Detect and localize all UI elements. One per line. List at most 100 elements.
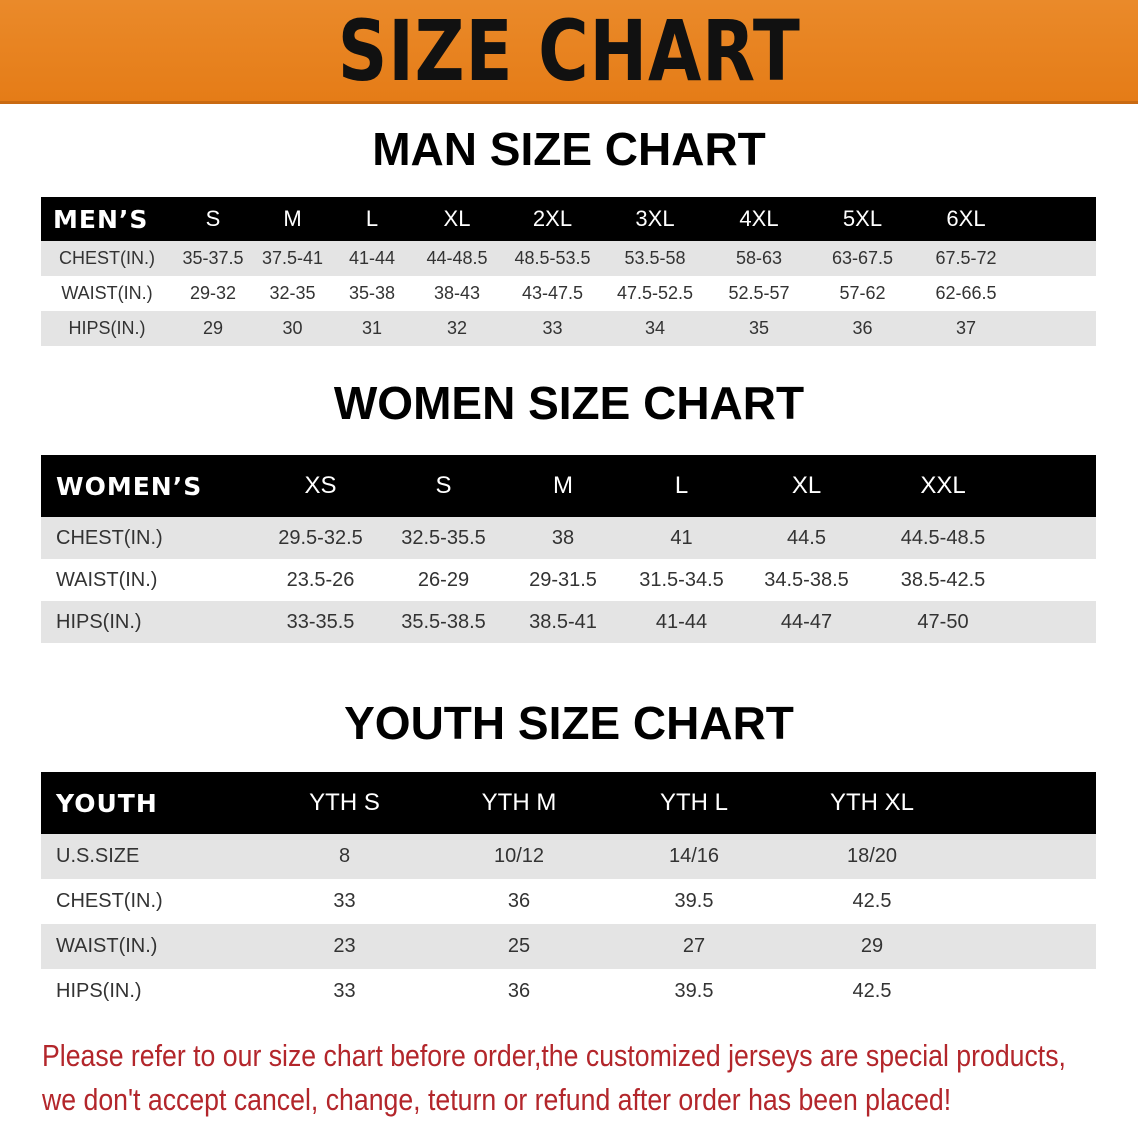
table-cell: 34 <box>644 318 666 338</box>
men-section-title: MAN SIZE CHART <box>372 123 766 175</box>
row-label: YOUTH <box>56 788 158 818</box>
row-label: CHEST(IN.) <box>59 248 155 268</box>
banner-title: SIZE CHART <box>337 1 801 100</box>
table-cell: 41-44 <box>348 248 396 268</box>
table-cell: 62-66.5 <box>935 283 997 303</box>
row-label: CHEST(IN.) <box>56 890 163 912</box>
table-row: CHEST(IN.) 29.5-32.5 32.5-35.5 38 41 44.5 44.5… <box>41 517 1096 559</box>
table-cell: 38.5-41 <box>529 610 597 633</box>
table-cell: 33 <box>333 890 356 912</box>
table-cell: 67.5-72 <box>935 248 997 268</box>
row-label: U.S.SIZE <box>56 845 140 867</box>
table-cell: 8 <box>338 845 351 867</box>
table-cell: 32.5-35.5 <box>401 526 486 549</box>
women-section-title: WOMEN SIZE CHART <box>333 377 805 429</box>
table-row: HIPS(IN.) 29 30 31 32 33 34 35 36 37 <box>41 311 1096 346</box>
row-label: CHEST(IN.) <box>56 526 163 549</box>
table-row: HIPS(IN.) 33 36 39.5 42.5 <box>41 969 1096 1014</box>
table-cell: 41 <box>670 526 693 549</box>
table-cell: 35 <box>748 318 770 338</box>
table-cell: 33 <box>333 980 356 1002</box>
table-cell: 38.5-42.5 <box>900 568 986 591</box>
row-label: HIPS(IN.) <box>68 318 146 338</box>
table-cell: 23.5-26 <box>286 568 355 591</box>
table-cell: 23 <box>333 935 356 957</box>
table-header-row: WOMEN’S XS S M L XL XXL <box>41 455 1096 517</box>
table-cell: 5XL <box>842 206 883 231</box>
table-cell: L <box>365 206 379 231</box>
table-cell: M <box>283 206 302 231</box>
table-cell: XXL <box>920 472 966 499</box>
table-cell: 29-32 <box>189 283 237 303</box>
table-cell: 2XL <box>532 206 573 231</box>
table-row: CHEST(IN.) 33 36 39.5 42.5 <box>41 879 1096 924</box>
table-cell: YTH S <box>309 789 380 816</box>
table-cell: 32 <box>446 318 468 338</box>
row-label: WAIST(IN.) <box>56 935 158 957</box>
notice-line-2: we don't accept cancel, change, teturn o… <box>42 1082 952 1117</box>
table-cell: 29-31.5 <box>529 568 597 591</box>
table-cell: 44.5 <box>787 526 826 549</box>
table-cell: 63-67.5 <box>831 248 894 268</box>
table-cell: XL <box>443 206 471 231</box>
table-cell: 36 <box>507 980 531 1002</box>
youth-size-table: YOUTH YTH S YTH M YTH L YTH XL U.S.SIZE 8 10/12… <box>41 772 1096 1014</box>
men-size-table: MEN’S S M L XL 2XL 3XL 4XL 5XL 6XL CHEST(IN.) 35-37… <box>41 197 1096 346</box>
table-cell: 44-48.5 <box>426 248 488 268</box>
table-cell: 38 <box>551 526 575 549</box>
table-cell: 41-44 <box>655 610 708 633</box>
table-cell: 31 <box>361 318 383 338</box>
table-cell: 33-35.5 <box>286 610 355 633</box>
table-cell: 47.5-52.5 <box>616 283 694 303</box>
row-label: WAIST(IN.) <box>61 283 153 303</box>
table-cell: YTH L <box>659 789 728 816</box>
table-cell: 31.5-34.5 <box>639 568 724 591</box>
table-cell: 39.5 <box>674 980 714 1002</box>
table-row: CHEST(IN.) 35-37.5 37.5-41 41-44 44-48.5 48.5… <box>41 241 1096 276</box>
table-cell: 44-47 <box>780 610 833 633</box>
table-cell: 3XL <box>635 206 675 231</box>
table-cell: 10/12 <box>493 845 545 867</box>
size-chart-banner: SIZE CHART <box>0 0 1138 104</box>
table-cell: S <box>205 206 221 231</box>
row-label: WOMEN’S <box>56 471 203 501</box>
youth-section-title: YOUTH SIZE CHART <box>344 697 794 749</box>
table-cell: 32-35 <box>269 283 316 303</box>
table-header-row: MEN’S S M L XL 2XL 3XL 4XL 5XL 6XL <box>41 197 1096 241</box>
table-cell: 39.5 <box>674 890 714 912</box>
table-cell: 18/20 <box>846 845 898 867</box>
table-cell: 33 <box>542 318 563 338</box>
table-cell: 42.5 <box>852 980 892 1002</box>
table-cell: 57-62 <box>839 283 886 303</box>
table-cell: 37 <box>955 318 977 338</box>
table-cell: 47-50 <box>917 610 969 633</box>
table-cell: 58-63 <box>735 248 783 268</box>
women-size-table: WOMEN’S XS S M L XL XXL CHEST(IN.) 29.5-32.5 32.5… <box>41 455 1096 643</box>
table-cell: YTH M <box>481 789 557 816</box>
table-cell: YTH XL <box>829 789 915 816</box>
table-cell: XS <box>304 472 337 499</box>
row-label: WAIST(IN.) <box>56 568 158 591</box>
table-cell: 37.5-41 <box>261 248 324 268</box>
table-cell: 36 <box>852 318 873 338</box>
table-cell: 38-43 <box>433 283 481 303</box>
table-cell: 53.5-58 <box>624 248 686 268</box>
table-cell: 6XL <box>946 206 986 231</box>
table-row: WAIST(IN.) 23 25 27 29 <box>41 924 1096 969</box>
table-row: WAIST(IN.) 29-32 32-35 35-38 38-43 43-47.5 47.… <box>41 276 1096 311</box>
table-row: WAIST(IN.) 23.5-26 26-29 29-31.5 31.5-34.5 34… <box>41 559 1096 601</box>
row-label: MEN’S <box>53 204 149 234</box>
row-label: HIPS(IN.) <box>56 610 142 633</box>
table-cell: S <box>435 472 452 499</box>
table-cell: 42.5 <box>852 890 892 912</box>
table-cell: 27 <box>682 935 706 957</box>
table-header-row: YOUTH YTH S YTH M YTH L YTH XL <box>41 772 1096 834</box>
table-cell: 29 <box>860 935 884 957</box>
table-cell: 35-38 <box>348 283 396 303</box>
notice-line-1: Please refer to our size chart before or… <box>42 1038 1066 1073</box>
table-cell: L <box>674 472 689 499</box>
table-cell: 29.5-32.5 <box>278 526 363 549</box>
table-cell: 44.5-48.5 <box>900 526 986 549</box>
table-row: U.S.SIZE 8 10/12 14/16 18/20 <box>41 834 1096 879</box>
table-cell: 35.5-38.5 <box>401 610 486 633</box>
